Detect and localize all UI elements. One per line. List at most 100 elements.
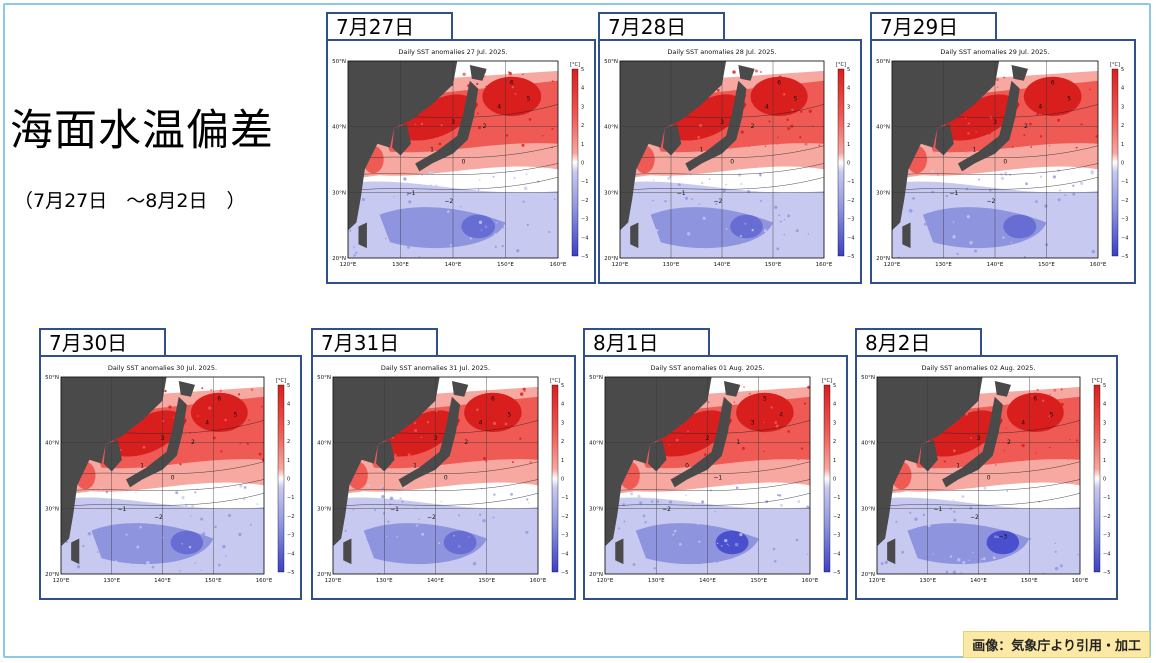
colorbar-tick-label: −3	[287, 533, 294, 539]
contour-label: 4	[479, 419, 483, 426]
land	[125, 396, 187, 488]
colorbar	[571, 68, 579, 257]
contour-label: 2	[1024, 123, 1028, 130]
lat-tick-label: 30°N	[332, 190, 346, 196]
lon-tick-label: 150°E	[765, 262, 782, 268]
colorbar-tick-label: 1	[287, 458, 290, 464]
colorbar-tick-label: 4	[581, 86, 584, 92]
contour-label: 5	[794, 95, 798, 102]
lon-tick-label: 130°E	[376, 578, 393, 584]
lon-tick-label: 120°E	[53, 578, 70, 584]
colorbar-tick-label: −5	[287, 570, 294, 576]
colorbar-tick-label: −2	[561, 514, 568, 520]
contour-label: −1	[677, 190, 686, 197]
contour-label: 4	[205, 419, 209, 426]
colorbar-tick-label: −1	[833, 495, 840, 501]
contour-label: −2	[444, 198, 453, 205]
lon-tick-label: 120°E	[869, 578, 886, 584]
land	[376, 440, 395, 472]
colorbar-unit: [°C]	[570, 62, 580, 68]
colorbar-unit: [°C]	[276, 378, 286, 384]
colorbar-tick-label: 0	[1121, 161, 1124, 167]
lon-tick-label: 140°E	[699, 578, 716, 584]
lon-tick-label: 150°E	[497, 262, 514, 268]
lat-tick-label: 30°N	[317, 506, 331, 512]
colorbar-unit: [°C]	[550, 378, 560, 384]
lon-tick-label: 120°E	[597, 578, 614, 584]
lon-tick-label: 120°E	[612, 262, 629, 268]
colorbar-tick-label: −3	[1103, 533, 1110, 539]
lon-tick-label: 130°E	[392, 262, 409, 268]
plot-border	[332, 376, 539, 575]
contour-label: 0	[1003, 158, 1007, 165]
colorbar-tick-label: −1	[1121, 179, 1128, 185]
contour-label: 2	[706, 435, 710, 442]
colorbar-unit: [°C]	[1092, 378, 1102, 384]
lon-tick-label: 160°E	[1090, 262, 1107, 268]
land	[670, 396, 733, 488]
colorbar-tick-label: 2	[1121, 123, 1124, 129]
panel-date-tab: 8月1日	[583, 328, 710, 355]
contour-label: 3	[720, 119, 724, 126]
contour-label: 1	[956, 463, 960, 470]
colorbar-tick-label: 5	[1121, 67, 1124, 73]
lat-tick-label: 50°N	[332, 59, 346, 65]
colorbar-tick-label: 5	[287, 383, 290, 389]
lat-tick-label: 20°N	[604, 256, 618, 262]
colorbar-tick-label: 3	[581, 104, 584, 110]
contour-label: 3	[993, 119, 997, 126]
colorbar-tick-label: −1	[1103, 495, 1110, 501]
map-title: Daily SST anomalies 29 Jul. 2025.	[940, 48, 1049, 56]
colorbar-tick-label: −5	[1121, 254, 1128, 260]
colorbar-tick-label: −2	[1121, 198, 1128, 204]
lat-tick-label: 50°N	[589, 375, 603, 381]
land	[358, 222, 367, 249]
contour-label: −2	[427, 514, 436, 521]
land	[648, 440, 667, 472]
lat-tick-label: 50°N	[604, 59, 618, 65]
plot-border	[891, 60, 1099, 259]
land	[620, 61, 727, 231]
sst-map-svg: Daily SST anomalies 28 Jul. 2025. 6 5 4 3 2 1 0…	[604, 48, 854, 268]
colorbar-tick-label: 0	[561, 477, 564, 483]
sst-panel: 8月1日 Daily SST anomalies 01 Aug. 2025. 5 4 3…	[583, 328, 848, 600]
period-range: （7月27日 ～8月2日 ）	[14, 190, 246, 212]
colorbar-tick-label: 3	[847, 104, 850, 110]
colorbar-tick-label: −1	[561, 495, 568, 501]
image-credit: 画像：気象庁より引用・加工	[963, 631, 1150, 658]
land	[61, 377, 167, 547]
colorbar-tick-label: 2	[561, 439, 564, 445]
colorbar-tick-label: 0	[1103, 477, 1106, 483]
contour-label: 4	[1021, 419, 1025, 426]
land	[877, 377, 983, 547]
sst-map: Daily SST anomalies 28 Jul. 2025. 6 5 4 3 2 1 0…	[598, 39, 862, 284]
contour-label: 0	[987, 474, 991, 481]
contour-label: 0	[730, 158, 734, 165]
contour-label: 5	[527, 95, 531, 102]
colorbar-tick-label: −4	[581, 235, 588, 241]
contour-label: 6	[491, 396, 495, 403]
colorbar-tick-label: −2	[581, 198, 588, 204]
colorbar-tick-label: 2	[287, 439, 290, 445]
sst-panel: 7月31日 Daily SST anomalies 31 Jul. 2025. 6 5…	[311, 328, 576, 600]
land	[615, 538, 624, 565]
lat-tick-label: 40°N	[604, 125, 618, 131]
sst-map: Daily SST anomalies 02 Aug. 2025. 6 5 4 3 2 1 0…	[855, 355, 1118, 600]
contour-label: 3	[434, 435, 438, 442]
lon-tick-label: 150°E	[1021, 578, 1038, 584]
contour-label: 5	[507, 411, 511, 418]
panel-date-tab: 7月31日	[311, 328, 438, 355]
colorbar-unit: [°C]	[836, 62, 846, 68]
lat-tick-label: 40°N	[876, 125, 890, 131]
colorbar-unit: [°C]	[1110, 62, 1120, 68]
colorbar-tick-label: −1	[847, 179, 854, 185]
land	[415, 80, 479, 172]
lat-tick-label: 30°N	[45, 506, 59, 512]
colorbar-tick-label: −4	[847, 235, 854, 241]
contour-label: 2	[191, 439, 195, 446]
contour-label: −2	[986, 198, 995, 205]
lon-tick-label: 140°E	[714, 262, 731, 268]
lon-tick-label: 160°E	[256, 578, 273, 584]
lat-tick-label: 50°N	[45, 375, 59, 381]
lon-tick-label: 160°E	[550, 262, 567, 268]
